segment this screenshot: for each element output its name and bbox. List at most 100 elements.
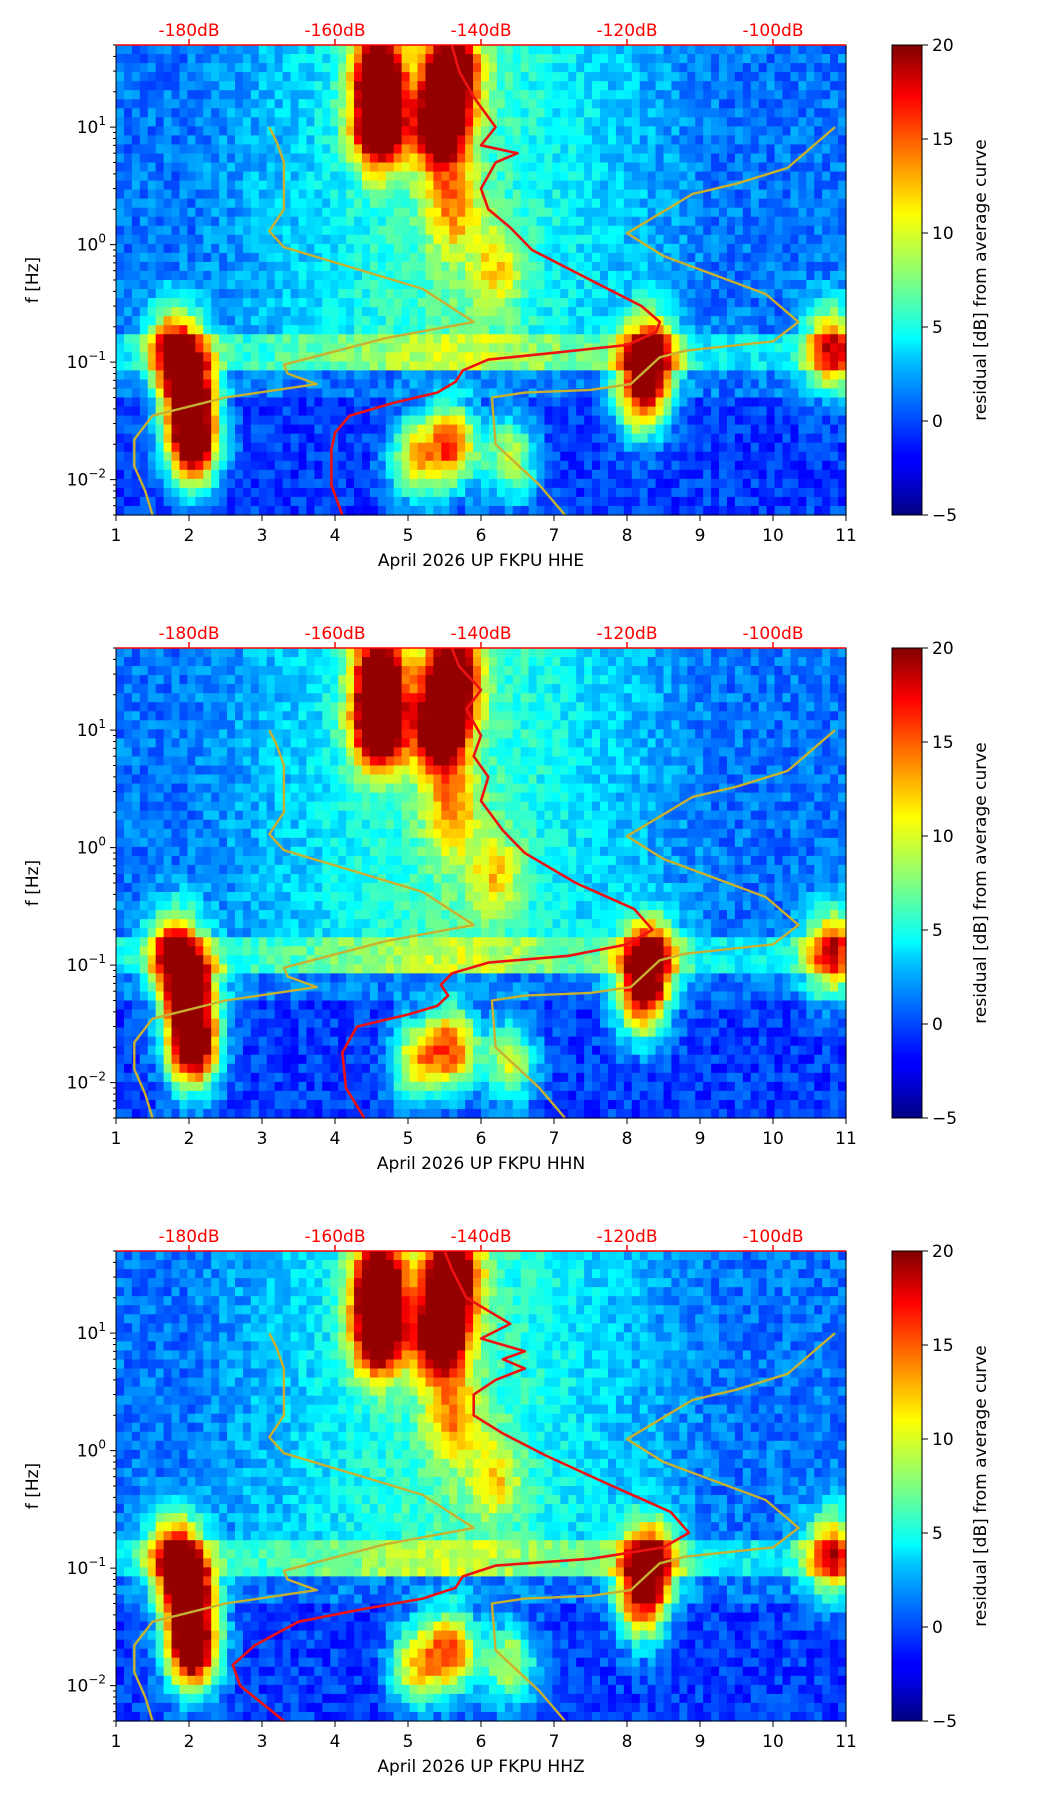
top-axis-label: -100dB xyxy=(742,21,803,41)
heatmap-cells xyxy=(116,45,847,516)
x-tick-label: 11 xyxy=(835,1732,857,1752)
x-tick-label: 1 xyxy=(111,1129,122,1149)
colorbar-tick-label: 5 xyxy=(932,1524,943,1544)
colorbar-tick-label: 0 xyxy=(932,412,943,432)
top-axis-label: -120dB xyxy=(596,624,657,644)
y-tick-label: 10−1 xyxy=(67,349,106,373)
x-tick-label: 4 xyxy=(330,526,341,546)
x-axis-label: April 2026 UP FKPU HHZ xyxy=(377,1757,584,1777)
x-tick-label: 9 xyxy=(695,1129,706,1149)
top-axis-label: -100dB xyxy=(742,1227,803,1247)
series-nlnm xyxy=(133,729,475,1119)
x-tick-label: 1 xyxy=(111,1732,122,1752)
colorbar-tick-label: −5 xyxy=(932,1109,957,1129)
top-axis-label: -180dB xyxy=(158,624,219,644)
colorbar-tick-label: 5 xyxy=(932,318,943,338)
x-tick-label: 8 xyxy=(622,1129,633,1149)
x-tick-label: 2 xyxy=(184,526,195,546)
x-tick-label: 9 xyxy=(695,526,706,546)
x-tick-label: 8 xyxy=(622,1732,633,1752)
top-axis-label: -160dB xyxy=(304,21,365,41)
colorbar xyxy=(891,1250,923,1722)
x-tick-label: 6 xyxy=(476,1732,487,1752)
top-axis-label: -140dB xyxy=(450,1227,511,1247)
top-axis-label: -100dB xyxy=(742,624,803,644)
x-tick-label: 11 xyxy=(835,526,857,546)
colorbar xyxy=(891,647,923,1119)
heatmap-cells xyxy=(116,1251,847,1722)
top-axis-label: -120dB xyxy=(596,1227,657,1247)
colorbar-tick-label: 10 xyxy=(932,1430,954,1450)
x-tick-label: 4 xyxy=(330,1129,341,1149)
chart-panel-hhn: -180dB -160dB -140dB -120dB -100dB 1 2 3 4 5 6 7 8 9 1… xyxy=(23,624,991,1174)
x-tick-label: 1 xyxy=(111,526,122,546)
y-tick-label: 101 xyxy=(77,1320,106,1344)
colorbar-tick-label: 5 xyxy=(932,921,943,941)
x-tick-label: 6 xyxy=(476,1129,487,1149)
colorbar xyxy=(891,44,923,516)
top-axis-label: -140dB xyxy=(450,624,511,644)
x-tick-label: 3 xyxy=(257,1129,268,1149)
colorbar-tick-label: 15 xyxy=(932,733,954,753)
colorbar-label: residual [dB] from average curve xyxy=(971,139,991,420)
chart-panel-hhe: -180dB -160dB -140dB -120dB -100dB 1 2 3 4 5 6 7 8 9 1… xyxy=(23,21,991,571)
colorbar-label: residual [dB] from average curve xyxy=(971,742,991,1023)
series-average-psd-curve xyxy=(231,1250,691,1723)
y-tick-label: 101 xyxy=(77,717,106,741)
series-average-psd-curve xyxy=(341,647,654,1119)
top-axis-label: -180dB xyxy=(158,1227,219,1247)
y-tick-label: 100 xyxy=(77,232,106,256)
colorbar-tick-label: 15 xyxy=(932,130,954,150)
x-tick-label: 7 xyxy=(549,1732,560,1752)
y-axis-label: f [Hz] xyxy=(23,1463,43,1509)
y-tick-label: 100 xyxy=(77,1438,106,1462)
colorbar-tick-label: 20 xyxy=(932,36,954,56)
colorbar-tick-label: −5 xyxy=(932,506,957,526)
x-tick-label: 6 xyxy=(476,526,487,546)
colorbar-tick-label: 10 xyxy=(932,827,954,847)
x-tick-label: 10 xyxy=(762,526,784,546)
y-tick-label: 10−1 xyxy=(67,1555,106,1579)
x-tick-label: 7 xyxy=(549,526,560,546)
x-tick-label: 2 xyxy=(184,1129,195,1149)
colorbar-tick-label: 0 xyxy=(932,1015,943,1035)
colorbar-tick-label: 15 xyxy=(932,1336,954,1356)
colorbar-tick-label: 0 xyxy=(932,1618,943,1638)
series-nhnm xyxy=(490,1332,836,1722)
series-average-psd-curve xyxy=(330,44,662,516)
x-tick-label: 11 xyxy=(835,1129,857,1149)
series-nlnm xyxy=(133,1332,475,1722)
x-tick-label: 5 xyxy=(403,526,414,546)
x-tick-label: 2 xyxy=(184,1732,195,1752)
x-axis-label: April 2026 UP FKPU HHE xyxy=(378,551,584,571)
x-tick-label: 9 xyxy=(695,1732,706,1752)
x-tick-label: 5 xyxy=(403,1129,414,1149)
x-tick-label: 3 xyxy=(257,1732,268,1752)
y-tick-label: 10−2 xyxy=(67,1070,106,1094)
x-axis-label: April 2026 UP FKPU HHN xyxy=(377,1154,585,1174)
y-tick-label: 100 xyxy=(77,835,106,859)
series-nhnm xyxy=(490,126,836,516)
heatmap-cells xyxy=(116,648,847,1119)
colorbar-tick-label: 20 xyxy=(932,639,954,659)
top-axis-label: -120dB xyxy=(596,21,657,41)
top-axis-label: -140dB xyxy=(450,21,511,41)
y-axis-label: f [Hz] xyxy=(23,257,43,303)
colorbar-label: residual [dB] from average curve xyxy=(971,1345,991,1626)
colorbar-tick-label: −5 xyxy=(932,1712,957,1732)
top-axis-label: -160dB xyxy=(304,624,365,644)
y-tick-label: 10−2 xyxy=(67,467,106,491)
x-tick-label: 3 xyxy=(257,526,268,546)
x-tick-label: 4 xyxy=(330,1732,341,1752)
x-tick-label: 5 xyxy=(403,1732,414,1752)
series-nlnm xyxy=(133,126,475,516)
series-nhnm xyxy=(490,729,836,1119)
y-tick-label: 10−2 xyxy=(67,1673,106,1697)
top-axis-label: -180dB xyxy=(158,21,219,41)
x-tick-label: 10 xyxy=(762,1129,784,1149)
colorbar-tick-label: 20 xyxy=(932,1242,954,1262)
x-tick-label: 8 xyxy=(622,526,633,546)
y-axis-label: f [Hz] xyxy=(23,860,43,906)
y-tick-label: 101 xyxy=(77,114,106,138)
